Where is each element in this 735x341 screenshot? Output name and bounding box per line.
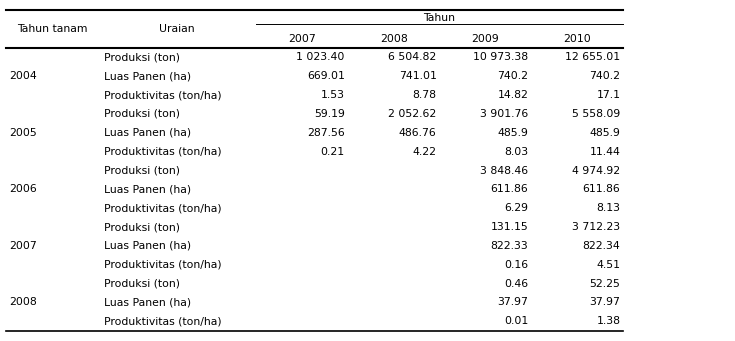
Text: Produksi (ton): Produksi (ton)	[104, 279, 179, 288]
Text: Uraian: Uraian	[159, 24, 195, 34]
Text: 1.53: 1.53	[320, 90, 345, 100]
Text: 485.9: 485.9	[589, 128, 620, 138]
Text: Luas Panen (ha): Luas Panen (ha)	[104, 297, 191, 308]
Text: 486.76: 486.76	[399, 128, 437, 138]
Text: 8.13: 8.13	[596, 203, 620, 213]
Text: Luas Panen (ha): Luas Panen (ha)	[104, 184, 191, 194]
Text: Tahun: Tahun	[423, 13, 456, 23]
Text: 8.03: 8.03	[504, 147, 528, 157]
Text: 485.9: 485.9	[498, 128, 528, 138]
Text: Produktivitas (ton/ha): Produktivitas (ton/ha)	[104, 316, 221, 326]
Text: 5 558.09: 5 558.09	[572, 109, 620, 119]
Text: 37.97: 37.97	[589, 297, 620, 308]
Text: 611.86: 611.86	[491, 184, 528, 194]
Text: 8.78: 8.78	[412, 90, 437, 100]
Text: Produksi (ton): Produksi (ton)	[104, 53, 179, 62]
Text: 2008: 2008	[380, 34, 407, 44]
Text: 669.01: 669.01	[306, 71, 345, 81]
Text: 12 655.01: 12 655.01	[565, 53, 620, 62]
Text: Produktivitas (ton/ha): Produktivitas (ton/ha)	[104, 260, 221, 270]
Text: Produksi (ton): Produksi (ton)	[104, 165, 179, 176]
Text: 6 504.82: 6 504.82	[388, 53, 437, 62]
Text: 4 974.92: 4 974.92	[573, 165, 620, 176]
Text: 0.01: 0.01	[504, 316, 528, 326]
Text: 287.56: 287.56	[307, 128, 345, 138]
Text: 1 023.40: 1 023.40	[296, 53, 345, 62]
Text: 2 052.62: 2 052.62	[388, 109, 437, 119]
Text: 37.97: 37.97	[498, 297, 528, 308]
Text: 2010: 2010	[564, 34, 591, 44]
Text: 2005: 2005	[9, 128, 37, 138]
Text: Luas Panen (ha): Luas Panen (ha)	[104, 71, 191, 81]
Text: 17.1: 17.1	[596, 90, 620, 100]
Text: Luas Panen (ha): Luas Panen (ha)	[104, 241, 191, 251]
Text: 2004: 2004	[9, 71, 37, 81]
Text: 2007: 2007	[288, 34, 315, 44]
Text: 10 973.38: 10 973.38	[473, 53, 528, 62]
Text: Produksi (ton): Produksi (ton)	[104, 109, 179, 119]
Text: 2007: 2007	[9, 241, 37, 251]
Text: 14.82: 14.82	[498, 90, 528, 100]
Text: Luas Panen (ha): Luas Panen (ha)	[104, 128, 191, 138]
Text: 0.21: 0.21	[320, 147, 345, 157]
Text: 2006: 2006	[9, 184, 37, 194]
Text: 11.44: 11.44	[589, 147, 620, 157]
Text: 2008: 2008	[9, 297, 37, 308]
Text: Produktivitas (ton/ha): Produktivitas (ton/ha)	[104, 90, 221, 100]
Text: 611.86: 611.86	[583, 184, 620, 194]
Text: 0.16: 0.16	[504, 260, 528, 270]
Text: 0.46: 0.46	[504, 279, 528, 288]
Text: Produktivitas (ton/ha): Produktivitas (ton/ha)	[104, 203, 221, 213]
Text: 4.22: 4.22	[412, 147, 437, 157]
Text: Produksi (ton): Produksi (ton)	[104, 222, 179, 232]
Text: 52.25: 52.25	[589, 279, 620, 288]
Text: 3 712.23: 3 712.23	[573, 222, 620, 232]
Text: 741.01: 741.01	[398, 71, 437, 81]
Text: 3 848.46: 3 848.46	[481, 165, 528, 176]
Text: 822.34: 822.34	[583, 241, 620, 251]
Text: Produktivitas (ton/ha): Produktivitas (ton/ha)	[104, 147, 221, 157]
Text: 3 901.76: 3 901.76	[480, 109, 528, 119]
Text: 2009: 2009	[472, 34, 499, 44]
Text: 6.29: 6.29	[504, 203, 528, 213]
Text: 740.2: 740.2	[498, 71, 528, 81]
Text: 131.15: 131.15	[491, 222, 528, 232]
Text: 1.38: 1.38	[596, 316, 620, 326]
Text: 4.51: 4.51	[596, 260, 620, 270]
Text: 822.33: 822.33	[491, 241, 528, 251]
Text: 59.19: 59.19	[314, 109, 345, 119]
Text: 740.2: 740.2	[589, 71, 620, 81]
Text: Tahun tanam: Tahun tanam	[17, 24, 87, 34]
